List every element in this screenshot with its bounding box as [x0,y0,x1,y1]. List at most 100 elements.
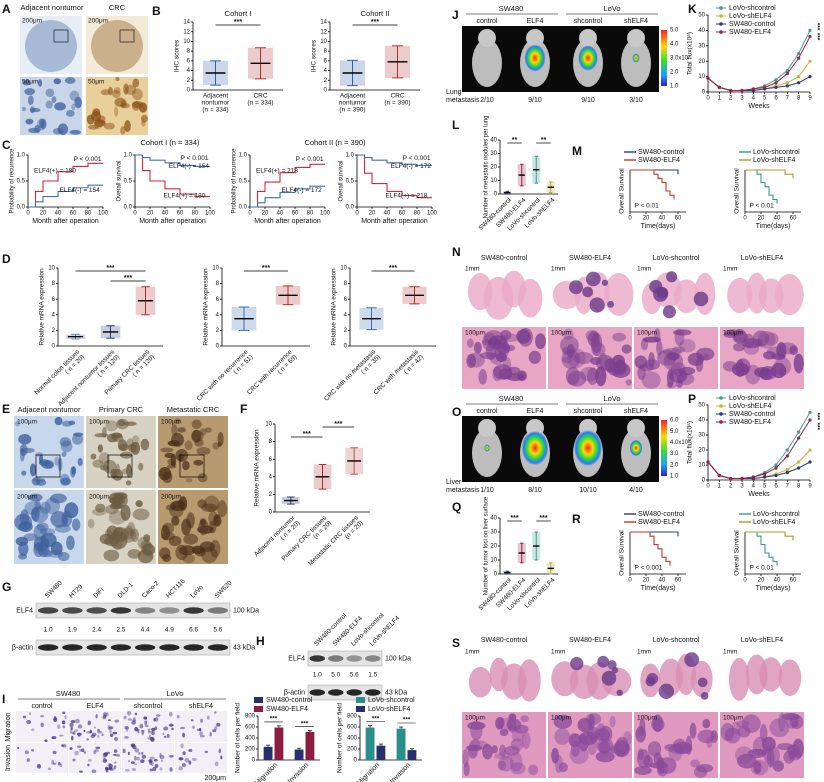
tissue-feature [94,748,99,753]
x-axis-label: Time(days) [756,223,791,230]
x-tick-label: 40 [659,578,666,584]
tissue-feature [113,749,118,753]
tumor-nodule [684,652,700,668]
colorbar-label: 1.0 [670,474,679,480]
lane-label: HT29 [68,583,84,599]
label: Cohort II (n = 390) [304,138,366,147]
x-axis-label: Month after operation [32,218,99,225]
category-label: (n = 390) [339,107,365,114]
category-label: nontumor [339,100,367,107]
label: shELF4 [189,703,213,710]
tissue-feature [132,88,143,101]
y-axis-label: Overall Survival [619,530,626,576]
tissue-feature [678,366,696,376]
tissue-feature [168,711,173,717]
tissue-feature [673,329,692,336]
tissue-feature [126,438,134,448]
tissue-feature [29,463,37,477]
label: control [476,18,497,25]
tissue-feature [120,126,126,135]
y-tick-label: 400 [245,736,256,742]
data-point [797,460,801,464]
tissue-feature [736,753,757,769]
panel-label: O [452,405,461,419]
tissue-feature [66,535,75,551]
lane-label: LoVo [189,584,205,600]
tissue-feature [160,447,174,453]
tissue-feature [23,533,38,541]
tissue-feature [214,711,217,714]
tissue-feature [131,767,137,772]
tissue-feature [201,546,218,564]
p-value: P < 0.01 [749,202,774,209]
tissue-feature [185,478,193,483]
tissue-feature [772,760,784,772]
y-axis-label: IHC scores [174,39,181,72]
scale-label: 50μm [88,79,104,86]
y-tick-label: 0 [494,572,498,578]
y-tick-label: 0 [354,758,358,764]
tissue-feature [482,743,493,760]
y-tick-label: 600 [245,725,256,731]
tissue-feature [61,451,67,458]
tissue-feature [44,739,48,742]
y-tick-label: 0 [344,344,348,350]
tissue-feature [71,466,77,475]
tissue-feature [587,331,600,347]
y-tick-label: 40 [698,418,705,424]
legend-swatch [356,697,365,703]
x-tick-label: 100 [320,211,331,217]
y-tick-label: 4 [216,312,220,318]
tissue-feature [778,712,786,732]
mouse [621,39,651,87]
tissue-feature [595,751,615,763]
data-point [774,473,778,478]
data-point [729,476,733,481]
tissue-feature [22,79,31,86]
ratio-label: 9/10 [581,97,595,104]
y-tick-label: 0 [52,344,56,350]
tissue-feature [151,727,156,732]
sig-label: *** [813,33,820,41]
tissue-feature [28,712,32,716]
x-tick-label: 40 [55,211,62,217]
sig-label: *** [813,23,820,31]
tissue-feature [127,751,130,756]
scale-label: 1mm [465,266,479,273]
mouse-head [627,419,645,437]
tissue-feature [22,715,27,719]
tumor-nodule [582,286,594,298]
scale-label: 200μm [17,494,37,501]
panel-label: A [2,2,11,16]
tissue-feature [69,747,73,750]
quant-label: 5.0 [331,672,340,679]
x-tick-label: 6 [774,484,778,490]
tissue-feature [87,518,95,529]
tissue-feature [163,726,169,731]
tissue-feature [125,480,132,486]
panel-label: B [152,4,161,18]
y-tick-label: 0 [702,90,706,96]
x-tick-label: 40 [162,211,169,217]
y-tick-label: 10 [490,558,497,564]
y-tick-label: 10 [320,39,327,45]
tissue-feature [145,724,149,727]
label: LoVo-shcontrol [653,637,700,644]
label: LoVo [603,394,620,403]
label: SW480-control [481,637,528,644]
tissue-feature [114,106,119,117]
x-tick-label: 40 [384,211,391,217]
tissue-feature [468,744,478,759]
bar [407,750,417,760]
y-tick-label: 6 [216,297,220,303]
size-label: 43 kDa [385,689,407,696]
tissue-feature [21,470,27,476]
y-tick-label: 0.5 [239,179,248,185]
survival-curve [135,154,210,167]
x-tick-label: 80 [85,211,92,217]
y-tick-label: 6 [269,457,273,463]
tissue-feature [789,345,799,355]
tissue-feature [720,722,735,742]
tissue-feature [95,714,98,719]
tissue-feature [759,723,768,743]
